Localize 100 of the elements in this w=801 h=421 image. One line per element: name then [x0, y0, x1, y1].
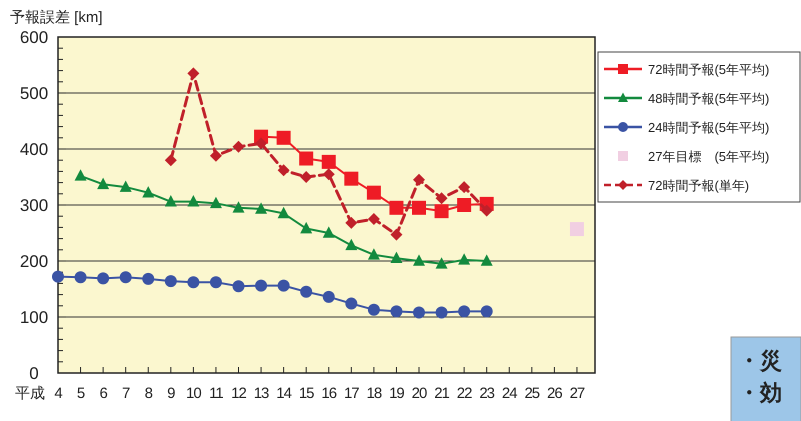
- x-tick-label: 10: [186, 385, 202, 402]
- point: [345, 216, 358, 229]
- point: [436, 306, 448, 319]
- point: [345, 238, 358, 250]
- text: ・災: [738, 348, 782, 373]
- legend-label: 27年目標 (5年平均): [648, 149, 770, 164]
- point: [52, 270, 64, 283]
- point: [74, 169, 87, 181]
- point: [278, 206, 290, 218]
- y-tick-label: 200: [20, 252, 48, 271]
- x-tick-label: 12: [231, 385, 247, 402]
- point: [389, 200, 404, 215]
- point: [368, 304, 380, 316]
- point: [255, 137, 268, 150]
- point: [187, 67, 200, 80]
- point: [436, 192, 448, 204]
- x-tick-label: 7: [122, 385, 130, 402]
- point: [322, 226, 335, 238]
- point: [322, 168, 335, 180]
- point: [413, 174, 426, 186]
- point: [300, 286, 312, 298]
- y-tick-label: 400: [20, 140, 48, 159]
- point: [458, 181, 470, 194]
- x-tick-label: 21: [434, 385, 450, 402]
- x-tick-label: 27: [570, 385, 585, 402]
- y-tick-label: 600: [20, 28, 48, 47]
- legend-label: 48時間予報(5年平均): [648, 91, 770, 106]
- point: [366, 186, 381, 200]
- x-tick-label: 18: [366, 385, 382, 402]
- x-tick-label: 25: [524, 385, 540, 402]
- x-tick-label: 13: [254, 385, 270, 402]
- point: [299, 152, 314, 166]
- x-tick-label: 5: [76, 385, 85, 402]
- point: [458, 305, 470, 318]
- point: [344, 172, 358, 186]
- point: [164, 195, 177, 206]
- point: [97, 272, 110, 284]
- x-tick-label: 14: [276, 385, 292, 402]
- x-tick-label: 15: [298, 385, 314, 402]
- point: [187, 195, 200, 206]
- y-axis-title: 予報誤差 [km]: [10, 9, 102, 26]
- point: [480, 254, 493, 266]
- x-tick-label: 23: [479, 385, 495, 402]
- point: [210, 276, 222, 288]
- point: [232, 280, 245, 292]
- y-tick-label: 100: [20, 308, 48, 327]
- point: [434, 204, 449, 218]
- point: [413, 254, 426, 266]
- x-tick-label: 6: [99, 385, 108, 402]
- point: [232, 140, 245, 153]
- point: [368, 248, 380, 260]
- point: [97, 178, 110, 190]
- point: [390, 252, 402, 263]
- point: [436, 257, 448, 269]
- x-tick-label: 11: [209, 385, 224, 402]
- point: [368, 213, 380, 225]
- point: [210, 150, 222, 162]
- point: [255, 280, 268, 292]
- point: [164, 275, 177, 288]
- x-tick-label: 22: [456, 385, 472, 402]
- x-tick-label: 16: [321, 385, 337, 402]
- y-tick-label: 300: [20, 196, 48, 215]
- point: [300, 171, 312, 183]
- point: [120, 180, 132, 192]
- text: ・効: [738, 380, 782, 405]
- x-tick-label: 19: [389, 385, 404, 402]
- point: [187, 276, 200, 288]
- point: [390, 305, 402, 318]
- y-tick-label: 500: [20, 84, 48, 103]
- point: [142, 272, 154, 285]
- point: [458, 253, 470, 265]
- x-tick-label: 26: [547, 385, 562, 402]
- point: [276, 130, 291, 145]
- point: [255, 202, 268, 214]
- x-tick-label: 24: [502, 385, 518, 402]
- point: [300, 222, 312, 234]
- point: [164, 154, 177, 166]
- point: [480, 204, 493, 217]
- point: [570, 222, 584, 236]
- point: [278, 280, 290, 292]
- point: [480, 305, 493, 318]
- point: [413, 306, 426, 319]
- legend-label: 72時間予報(単年): [648, 178, 750, 193]
- point: [210, 196, 222, 208]
- x-tick-label: 20: [412, 385, 428, 402]
- point: [278, 164, 290, 176]
- x-tick-label: 4: [54, 385, 62, 402]
- point: [457, 198, 472, 212]
- point: [322, 154, 336, 169]
- point: [120, 271, 132, 284]
- x-tick-label: 9: [167, 385, 176, 402]
- point: [142, 186, 154, 198]
- point: [322, 290, 335, 303]
- x-tick-label: 8: [144, 385, 153, 402]
- x-tick-label: 17: [344, 385, 360, 402]
- point: [390, 228, 402, 241]
- legend-label: 72時間予報(5年平均): [648, 62, 770, 77]
- point: [345, 298, 358, 310]
- point: [74, 271, 87, 284]
- x-axis-title: 平成: [15, 385, 45, 402]
